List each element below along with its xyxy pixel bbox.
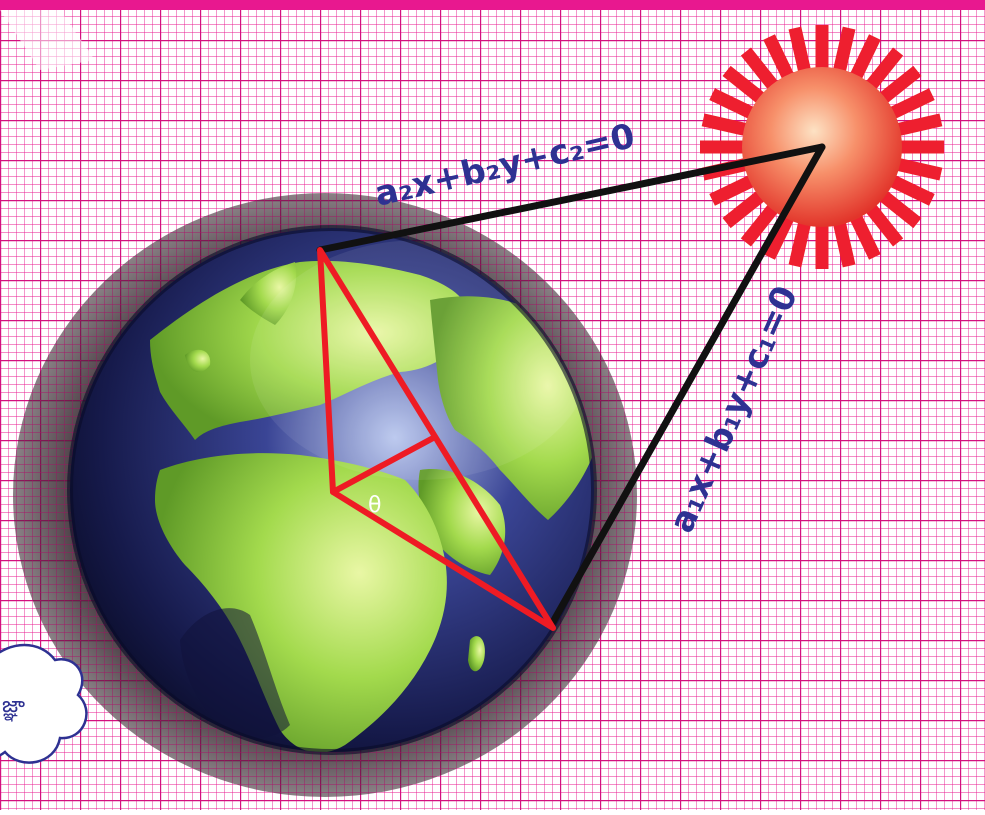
cloud-text: జ్ఞా <box>2 693 25 722</box>
top-border-strip <box>0 0 985 10</box>
sun-ray <box>722 190 766 229</box>
sun-ray <box>740 47 779 91</box>
sun-ray <box>889 174 935 206</box>
corner-ribbon <box>0 10 95 70</box>
perpendicular-line <box>330 434 438 495</box>
red-triangle-geometry <box>317 247 556 631</box>
sun-ray <box>865 47 904 91</box>
earth-globe <box>67 225 597 755</box>
sun-ray <box>763 214 795 260</box>
sun-ray <box>833 26 856 73</box>
sun-ray <box>878 190 922 229</box>
sun-ray <box>709 174 755 206</box>
land-scandinavia <box>240 262 297 325</box>
sun-sight-lines <box>316 143 826 626</box>
sun-ray <box>849 34 881 80</box>
sun-ray <box>849 214 881 260</box>
sun-ray <box>788 221 811 268</box>
sun-ray <box>889 88 935 120</box>
sun-ray <box>865 203 904 247</box>
land-europe <box>150 260 471 440</box>
sun-ray <box>788 26 811 73</box>
sun-ray <box>740 203 779 247</box>
land-arabia <box>418 469 506 575</box>
sun-ray <box>896 158 943 181</box>
sun-ray <box>701 113 748 136</box>
line-top-to-sun <box>316 143 826 254</box>
sun-ray <box>896 113 943 136</box>
line-bottom-to-sun <box>549 143 826 626</box>
sun-ray <box>722 65 766 104</box>
sun-ray <box>833 221 856 268</box>
land-britain <box>185 349 211 373</box>
land-africa <box>155 453 447 752</box>
sun-ray <box>878 65 922 104</box>
angle-theta-label: θ <box>368 493 381 518</box>
land-madagascar <box>468 636 485 672</box>
thought-cloud-icon: జ్ఞా <box>0 643 88 764</box>
sun-ray <box>763 34 795 80</box>
sun-ray <box>709 88 755 120</box>
